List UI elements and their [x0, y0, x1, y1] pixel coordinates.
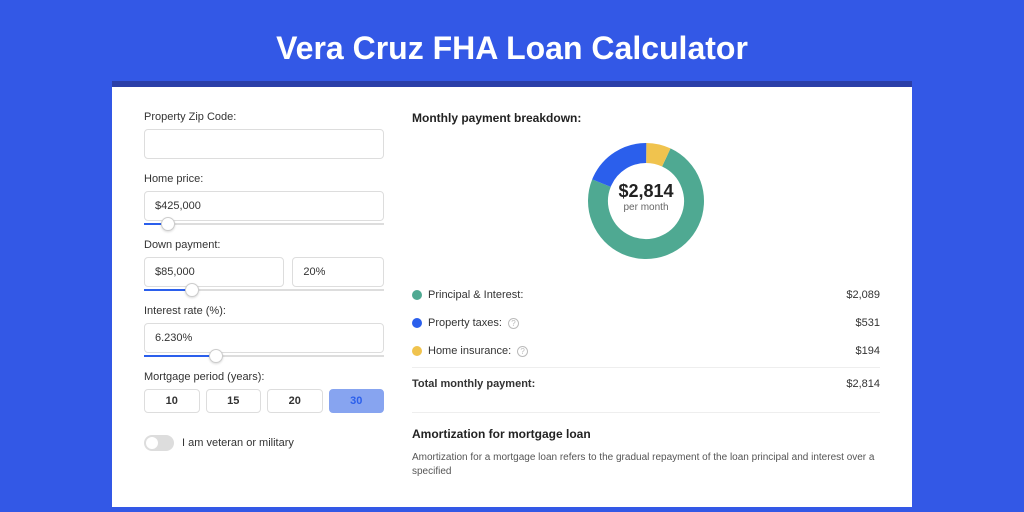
- home-price-input[interactable]: [144, 191, 384, 221]
- form-panel: Property Zip Code: Home price: Down paym…: [144, 111, 384, 483]
- donut-sub: per month: [606, 202, 686, 213]
- amortization-text: Amortization for a mortgage loan refers …: [412, 451, 880, 479]
- total-value: $2,814: [846, 378, 880, 390]
- period-label: Mortgage period (years):: [144, 371, 384, 383]
- period-option-20[interactable]: 20: [267, 389, 323, 413]
- veteran-toggle[interactable]: [144, 435, 174, 451]
- amortization-title: Amortization for mortgage loan: [412, 427, 880, 441]
- amortization-section: Amortization for mortgage loan Amortizat…: [412, 412, 880, 479]
- total-row: Total monthly payment: $2,814: [412, 367, 880, 398]
- period-option-30[interactable]: 30: [329, 389, 385, 413]
- breakdown-row: Home insurance:? $194: [412, 337, 880, 365]
- breakdown-label: Property taxes:: [428, 317, 502, 329]
- period-option-10[interactable]: 10: [144, 389, 200, 413]
- donut-amount: $2,814: [606, 181, 686, 202]
- home-price-slider[interactable]: [144, 223, 384, 225]
- period-option-15[interactable]: 15: [206, 389, 262, 413]
- slider-thumb[interactable]: [209, 349, 223, 363]
- breakdown-row: Principal & Interest: $2,089: [412, 281, 880, 309]
- breakdown-value: $531: [856, 317, 880, 329]
- calculator-card: Property Zip Code: Home price: Down paym…: [112, 87, 912, 507]
- page-title: Vera Cruz FHA Loan Calculator: [0, 0, 1024, 87]
- breakdown-value: $194: [856, 345, 880, 357]
- interest-slider[interactable]: [144, 355, 384, 357]
- legend-dot: [412, 346, 422, 356]
- breakdown-value: $2,089: [846, 289, 880, 301]
- zip-label: Property Zip Code:: [144, 111, 384, 123]
- slider-thumb[interactable]: [185, 283, 199, 297]
- breakdown-label: Principal & Interest:: [428, 289, 523, 301]
- help-icon[interactable]: ?: [517, 346, 528, 357]
- breakdown-title: Monthly payment breakdown:: [412, 111, 880, 125]
- help-icon[interactable]: ?: [508, 318, 519, 329]
- home-price-label: Home price:: [144, 173, 384, 185]
- breakdown-row: Property taxes:? $531: [412, 309, 880, 337]
- toggle-knob: [146, 437, 158, 449]
- down-payment-slider[interactable]: [144, 289, 384, 291]
- down-payment-input[interactable]: [144, 257, 284, 287]
- down-payment-label: Down payment:: [144, 239, 384, 251]
- interest-input[interactable]: [144, 323, 384, 353]
- legend-dot: [412, 290, 422, 300]
- breakdown-label: Home insurance:: [428, 345, 511, 357]
- down-payment-pct-input[interactable]: [292, 257, 384, 287]
- period-options: 10152030: [144, 389, 384, 413]
- total-label: Total monthly payment:: [412, 378, 535, 390]
- slider-thumb[interactable]: [161, 217, 175, 231]
- zip-input[interactable]: [144, 129, 384, 159]
- interest-label: Interest rate (%):: [144, 305, 384, 317]
- donut-chart: $2,814per month: [412, 139, 880, 263]
- legend-dot: [412, 318, 422, 328]
- veteran-label: I am veteran or military: [182, 437, 294, 449]
- breakdown-panel: Monthly payment breakdown: $2,814per mon…: [412, 111, 880, 483]
